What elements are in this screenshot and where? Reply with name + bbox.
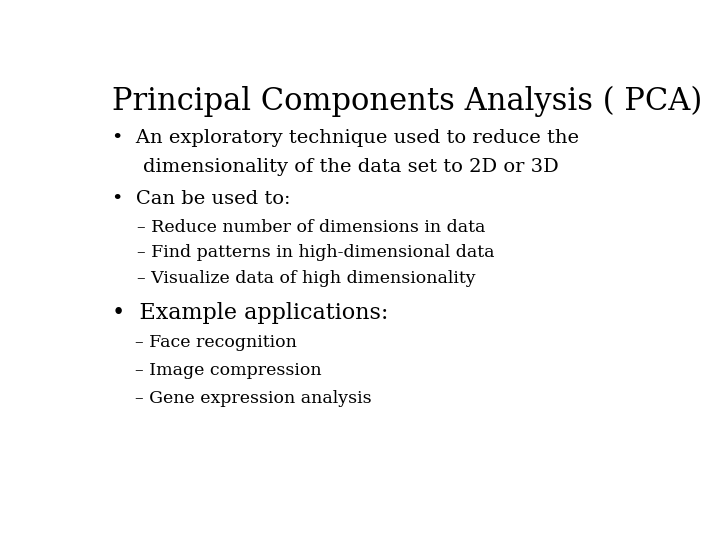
Text: •  Can be used to:: • Can be used to: (112, 190, 291, 207)
Text: – Gene expression analysis: – Gene expression analysis (135, 390, 372, 407)
Text: dimensionality of the data set to 2D or 3D: dimensionality of the data set to 2D or … (143, 158, 559, 177)
Text: – Image compression: – Image compression (135, 362, 321, 379)
Text: Principal Components Analysis ( PCA): Principal Components Analysis ( PCA) (112, 85, 703, 117)
Text: – Find patterns in high-dimensional data: – Find patterns in high-dimensional data (138, 245, 495, 261)
Text: •  Example applications:: • Example applications: (112, 302, 389, 324)
Text: – Reduce number of dimensions in data: – Reduce number of dimensions in data (138, 219, 486, 235)
Text: – Visualize data of high dimensionality: – Visualize data of high dimensionality (138, 270, 476, 287)
Text: •  An exploratory technique used to reduce the: • An exploratory technique used to reduc… (112, 129, 580, 147)
Text: – Face recognition: – Face recognition (135, 334, 297, 351)
